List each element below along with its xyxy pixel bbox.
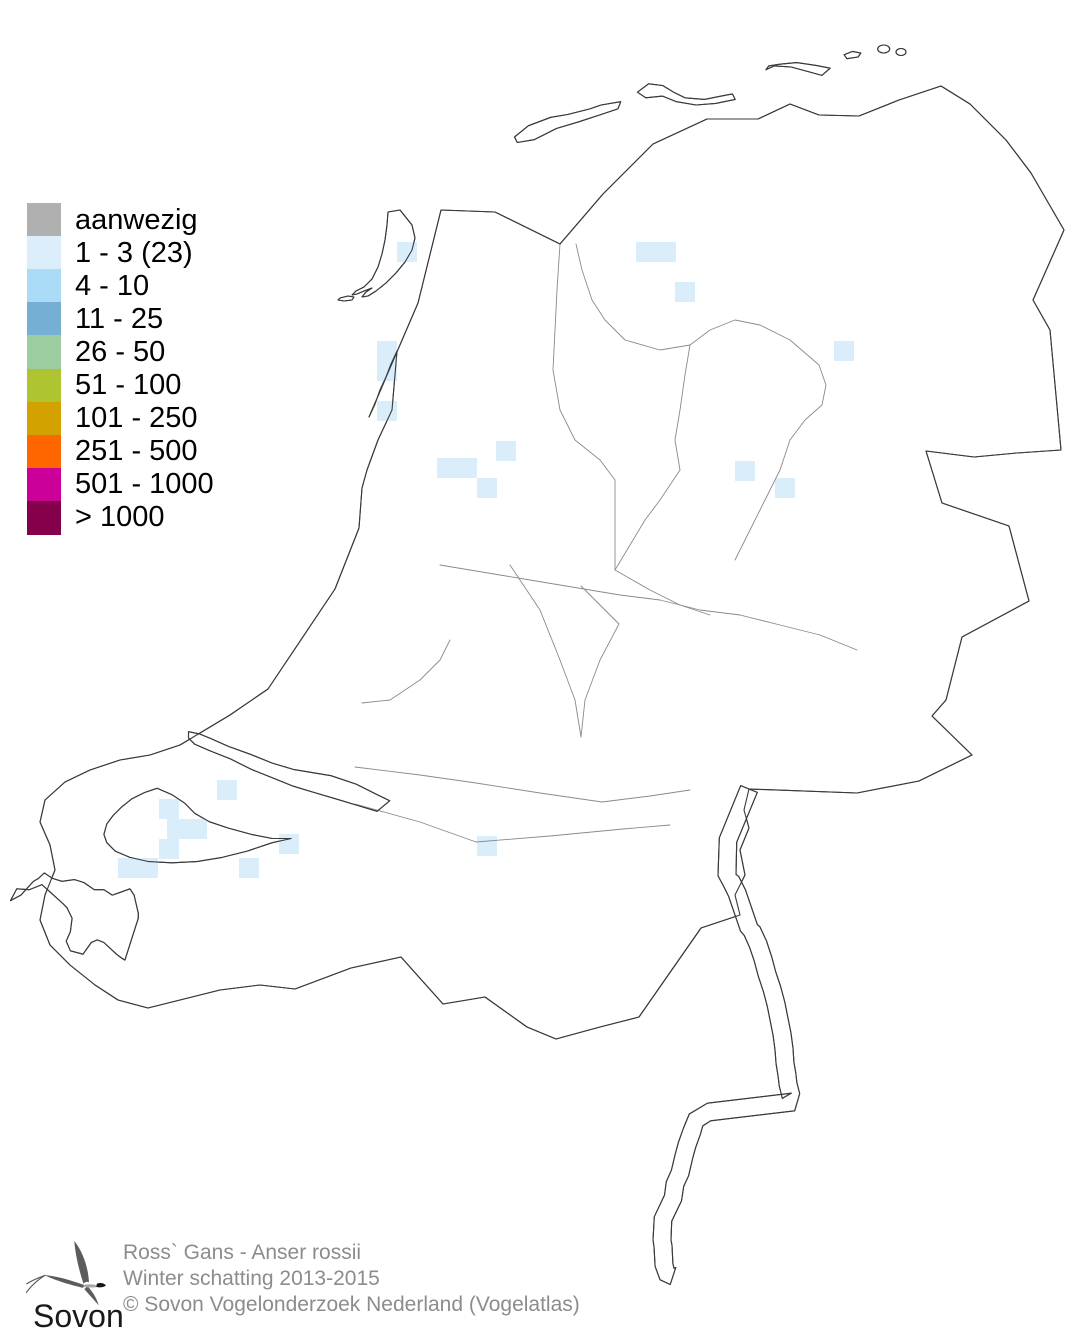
svg-text:Sovon: Sovon [33, 1298, 124, 1334]
